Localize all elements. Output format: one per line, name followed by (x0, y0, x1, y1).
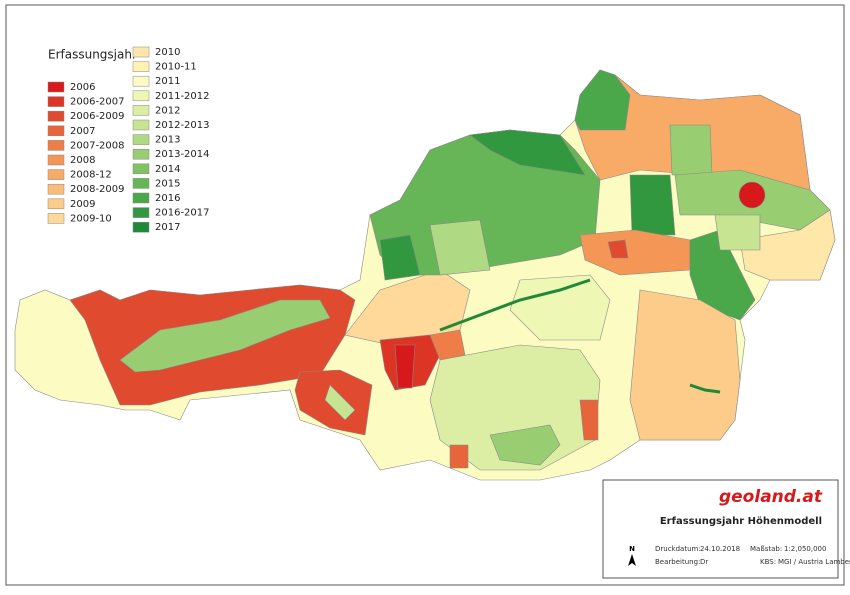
legend-label: 2006-2009 (70, 111, 125, 122)
legend-label: 2008-2009 (70, 184, 125, 195)
region (429, 329, 466, 361)
editor: Dr (700, 558, 708, 566)
legend-swatch (132, 221, 150, 233)
legend-label: 2007 (70, 126, 95, 137)
legend-swatch (132, 75, 150, 87)
region (607, 239, 629, 259)
legend-label: 2011-2012 (155, 91, 210, 102)
legend-swatch (132, 192, 150, 204)
legend-label: 2016 (155, 193, 180, 204)
legend-swatch (47, 140, 65, 151)
legend-label: 2008-12 (70, 170, 112, 181)
region (579, 399, 599, 441)
scale: 1:2,050,000 (784, 545, 826, 553)
legend-swatch (132, 119, 150, 131)
legend-swatch (132, 90, 150, 102)
legend-swatch (132, 134, 150, 145)
legend-swatch (47, 198, 65, 210)
river (689, 383, 721, 394)
legend-label: 2013-2014 (155, 149, 210, 160)
region (629, 289, 741, 441)
river (439, 278, 591, 332)
legend-swatch (132, 207, 150, 218)
legend-swatch (47, 110, 65, 122)
region (429, 219, 491, 276)
region (449, 444, 469, 469)
crs-label: KBS: (760, 558, 776, 566)
region (669, 124, 713, 176)
region (574, 69, 631, 131)
crs: MGI / Austria Lambert (778, 558, 850, 566)
legend-label: 2012-2013 (155, 120, 210, 131)
title-box (602, 479, 839, 579)
region (469, 129, 586, 176)
legend-swatch (47, 213, 65, 224)
legend-label: 2010 (155, 47, 180, 58)
legend-label: 2007-2008 (70, 140, 125, 151)
map-title: Erfassungsjahr Höhenmodell (660, 516, 822, 527)
legend-label: 2014 (155, 164, 180, 175)
legend-label: 2006-2007 (70, 97, 125, 108)
region (324, 384, 356, 421)
legend-swatch (132, 148, 150, 160)
legend-swatch (132, 163, 150, 175)
legend-label: 2017 (155, 222, 180, 233)
legend-label: 2012 (155, 105, 180, 116)
region (429, 344, 601, 471)
brand: geoland.at (719, 487, 823, 507)
legend-swatch (47, 96, 65, 107)
north-arrow (628, 554, 636, 566)
legend-swatch (132, 46, 150, 58)
legend-swatch (47, 81, 65, 93)
legend-label: 2013 (155, 135, 180, 146)
north-label: N (629, 545, 635, 553)
region (738, 181, 766, 209)
region (394, 344, 416, 389)
legend-swatch (132, 61, 150, 72)
region (489, 424, 561, 466)
region (629, 174, 676, 236)
legend: Erfassungsjahr 2006 2006-2007 2006-2009 200… (47, 46, 210, 233)
legend-swatch (47, 125, 65, 137)
region (714, 214, 761, 251)
scale-label: Maßstab: (750, 545, 782, 553)
print-date: 24.10.2018 (700, 545, 740, 553)
legend-swatch (47, 169, 65, 180)
legend-label: 2006 (70, 82, 95, 93)
legend-swatch (47, 183, 65, 195)
legend-label: 2015 (155, 178, 180, 189)
legend-swatch (132, 178, 150, 189)
region (119, 299, 331, 373)
legend-label: 2009 (70, 199, 95, 210)
print-date-label: Druckdatum: (655, 545, 701, 553)
region (739, 209, 836, 281)
legend-label: 2008 (70, 155, 95, 166)
legend-swatch (132, 105, 150, 116)
legend-title: Erfassungsjahr (48, 48, 137, 62)
legend-label: 2016-2017 (155, 208, 210, 219)
legend-label: 2009-10 (70, 213, 112, 224)
austria-map (14, 69, 836, 481)
legend-swatch (47, 154, 65, 166)
region (379, 234, 421, 281)
legend-label: 2011 (155, 76, 180, 87)
region (509, 274, 611, 341)
title-block: geoland.at Erfassungsjahr Höhenmodell Dr… (602, 479, 850, 579)
editor-label: Bearbeitung: (655, 558, 700, 566)
legend-label: 2010-11 (155, 62, 197, 73)
